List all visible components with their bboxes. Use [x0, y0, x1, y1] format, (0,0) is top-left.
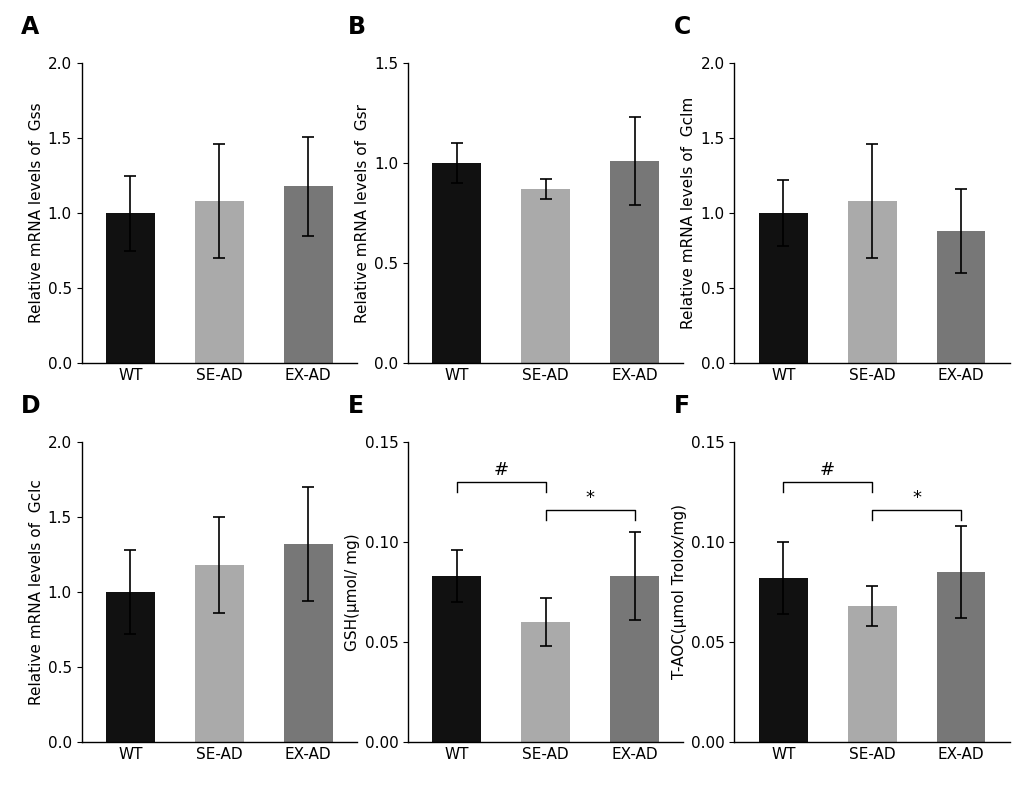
Bar — [609, 576, 658, 742]
Text: *: * — [585, 489, 594, 507]
Text: C: C — [674, 15, 691, 39]
Bar — [195, 565, 244, 742]
Text: #: # — [493, 461, 508, 479]
Y-axis label: Relative mRNA levels of  Gsr: Relative mRNA levels of Gsr — [355, 103, 370, 323]
Bar — [432, 163, 481, 363]
Bar — [521, 622, 570, 742]
Bar — [935, 572, 984, 742]
Text: B: B — [347, 15, 365, 39]
Bar — [432, 576, 481, 742]
Y-axis label: Relative mRNA levels of  Gclc: Relative mRNA levels of Gclc — [29, 479, 44, 705]
Text: A: A — [21, 15, 39, 39]
Text: D: D — [21, 394, 41, 418]
Bar — [847, 606, 896, 742]
Bar — [283, 186, 332, 363]
Bar — [847, 201, 896, 363]
Bar — [106, 592, 155, 742]
Bar — [758, 213, 807, 363]
Text: #: # — [819, 461, 835, 479]
Bar — [195, 201, 244, 363]
Bar — [609, 161, 658, 363]
Bar — [935, 231, 984, 363]
Text: *: * — [911, 489, 920, 507]
Bar — [106, 213, 155, 363]
Text: F: F — [674, 394, 689, 418]
Bar — [283, 544, 332, 742]
Y-axis label: Relative mRNA levels of  Gss: Relative mRNA levels of Gss — [29, 103, 44, 323]
Bar — [758, 578, 807, 742]
Text: E: E — [347, 394, 363, 418]
Y-axis label: T-AOC(μmol Trolox/mg): T-AOC(μmol Trolox/mg) — [672, 504, 686, 679]
Y-axis label: Relative mRNA levels of  Gclm: Relative mRNA levels of Gclm — [681, 97, 696, 329]
Y-axis label: GSH(μmol/ mg): GSH(μmol/ mg) — [345, 533, 360, 651]
Bar — [521, 189, 570, 363]
